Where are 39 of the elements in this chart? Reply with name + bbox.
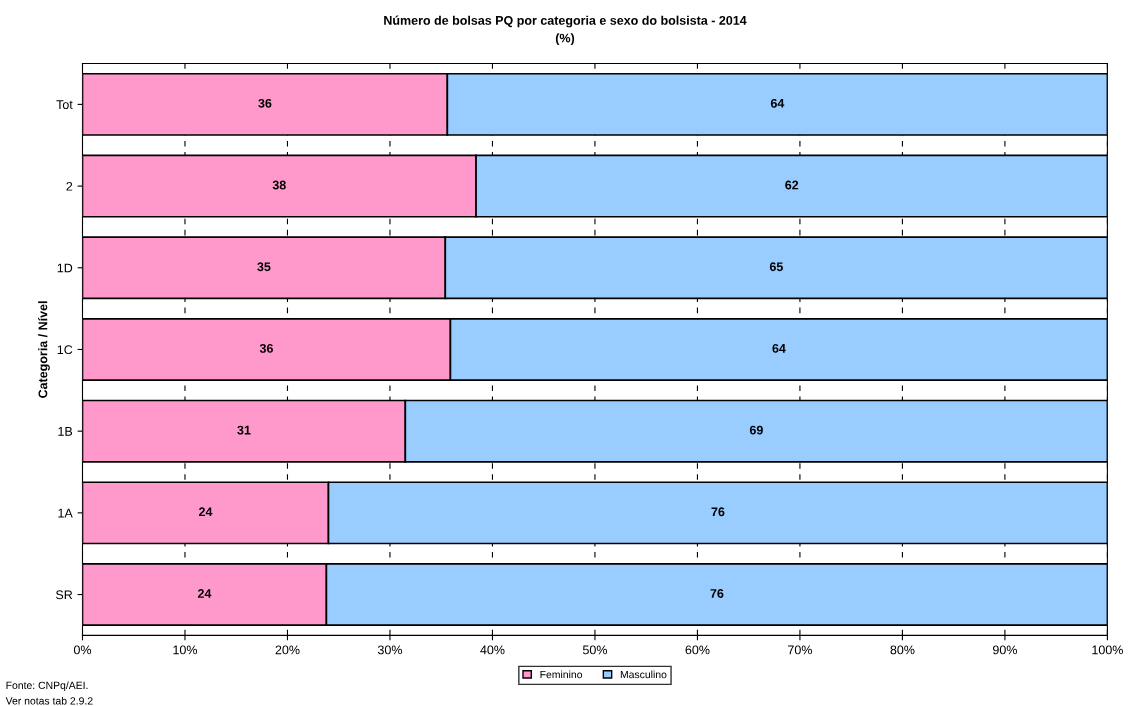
x-tick-label: 80% (890, 645, 915, 655)
x-tick-label: 40% (480, 645, 505, 655)
x-tick-label: 10% (173, 645, 198, 655)
x-tick-label: 50% (582, 645, 608, 655)
data-label: 36 (258, 98, 272, 108)
data-label: 76 (711, 507, 725, 517)
x-tick-label: 90% (992, 645, 1017, 655)
y-tick-label: SR (55, 590, 73, 600)
y-axis-title: Categoria / Nível (38, 301, 50, 398)
data-label: 36 (259, 343, 273, 353)
x-tick-label: 60% (685, 645, 710, 655)
y-tick-label: 1B (58, 427, 73, 436)
data-label: 64 (770, 98, 785, 108)
data-label: 35 (257, 262, 271, 272)
data-label: 64 (772, 343, 786, 353)
text: Ver notas tab 2.9.2 (5, 696, 93, 705)
legend-label: Masculino (620, 670, 667, 679)
x-tick-label: 70% (788, 645, 812, 655)
y-tick-label: 1D (57, 263, 73, 273)
y-tick-label: 1A (58, 508, 73, 518)
data-label: 24 (198, 507, 213, 517)
data-label: 76 (710, 589, 724, 598)
x-tick-label: 30% (377, 645, 403, 655)
y-tick-label: Tot (56, 100, 73, 110)
data-label: 38 (272, 180, 286, 190)
source-note: Fonte: CNPq/AEI. (6, 681, 88, 692)
data-label: 65 (769, 262, 783, 272)
data-label: 69 (749, 425, 763, 435)
data-label: 31 (237, 425, 251, 435)
y-tick-label: 2 (66, 181, 73, 191)
chart-title: Número de bolsas PQ por categoria e sexo do bolsista - 2014 (384, 15, 747, 28)
x-tick-label: 100% (1092, 645, 1123, 655)
data-label: 24 (197, 589, 212, 598)
data-label: 62 (785, 180, 799, 190)
chart-subtitle: (%) (555, 33, 575, 45)
x-tick-label: 0% (73, 645, 92, 655)
legend-label: Feminino (540, 670, 583, 679)
y-tick-label: 1C (57, 345, 73, 355)
x-tick-label: 20% (275, 645, 300, 655)
